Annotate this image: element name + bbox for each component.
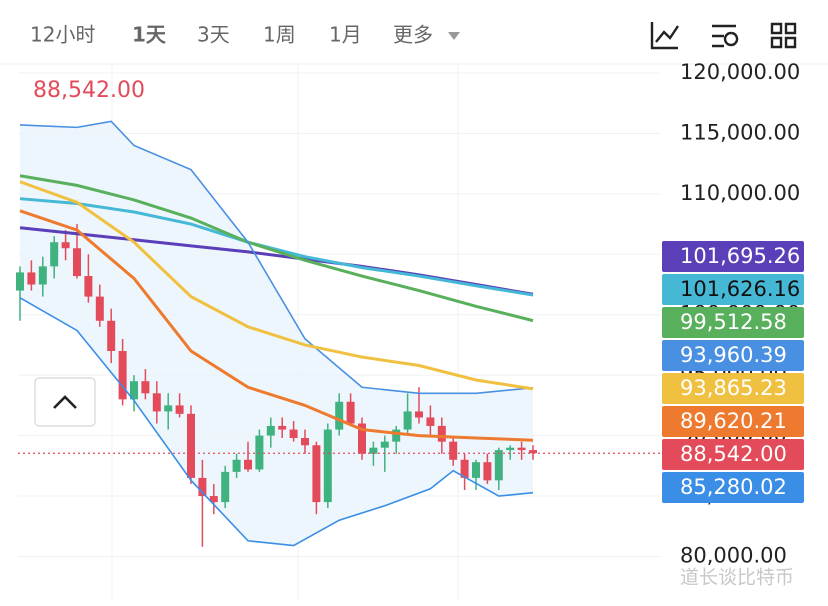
price-badge-label: 88,542.00 bbox=[680, 442, 787, 466]
price-badge bbox=[662, 472, 804, 503]
candle-body bbox=[380, 441, 389, 448]
candle-body bbox=[460, 459, 469, 478]
candle-body bbox=[175, 405, 184, 414]
tab[interactable]: 1天 bbox=[132, 23, 167, 47]
candle-body bbox=[61, 242, 70, 249]
y-tick-label: 110,000.00 bbox=[680, 181, 800, 205]
price-badge bbox=[662, 241, 804, 272]
candle-body bbox=[449, 441, 458, 460]
indicator-line bbox=[19, 209, 534, 442]
collapse-button[interactable] bbox=[34, 377, 96, 427]
candle-body bbox=[346, 401, 355, 424]
price-badge-label: 89,620.21 bbox=[680, 409, 787, 433]
indicator-line bbox=[19, 297, 534, 547]
settings-icon[interactable] bbox=[712, 24, 739, 48]
price-badge-label: 101,695.26 bbox=[680, 244, 800, 268]
candle-body bbox=[289, 429, 298, 439]
candle-body bbox=[107, 320, 116, 351]
candle-body bbox=[244, 459, 252, 470]
candle-body bbox=[152, 393, 161, 412]
y-tick-label: 115,000.00 bbox=[680, 120, 800, 144]
candle-body bbox=[50, 242, 59, 267]
indicator-line bbox=[19, 174, 534, 323]
candle-body bbox=[506, 447, 515, 451]
candle-body bbox=[278, 425, 287, 430]
candle-body bbox=[392, 429, 401, 442]
band-fill bbox=[20, 121, 533, 546]
candle-body bbox=[198, 477, 207, 497]
chevron-up bbox=[53, 395, 77, 409]
toolbar-icons bbox=[650, 22, 797, 50]
candle-body bbox=[494, 450, 503, 481]
price-badge bbox=[662, 274, 804, 305]
candle-body bbox=[415, 411, 423, 418]
tab[interactable]: 1周 bbox=[263, 23, 296, 47]
candle-body bbox=[164, 405, 173, 412]
price-badge-label: 101,626.16 bbox=[680, 277, 800, 301]
price-badge-label: 93,865.23 bbox=[680, 376, 787, 400]
price-badge bbox=[662, 340, 804, 371]
dropdown-arrow[interactable] bbox=[448, 32, 460, 40]
candle-body bbox=[335, 401, 344, 430]
price-badge-label: 85,280.02 bbox=[680, 475, 787, 499]
candle-body bbox=[437, 425, 446, 442]
candle-body bbox=[38, 266, 47, 285]
candle-body bbox=[187, 413, 195, 478]
watermark: 道长谈比特币 bbox=[680, 567, 794, 589]
candle-body bbox=[323, 429, 332, 503]
candle-body bbox=[118, 350, 127, 400]
y-tick-label: 80,000.00 bbox=[680, 543, 787, 567]
toolbar bbox=[0, 0, 828, 64]
price-badge-label: 93,960.39 bbox=[680, 343, 787, 367]
candle-body bbox=[426, 417, 435, 426]
y-tick-label: 120,000.00 bbox=[680, 60, 800, 84]
candle-body bbox=[221, 471, 230, 503]
price-badge bbox=[662, 307, 804, 338]
indicator-line bbox=[19, 197, 534, 297]
candle-body bbox=[130, 381, 138, 400]
candle-body bbox=[529, 450, 537, 454]
candle-body bbox=[312, 445, 321, 503]
price-badge bbox=[662, 439, 804, 470]
tab[interactable]: 1月 bbox=[329, 23, 362, 47]
candle-body bbox=[232, 459, 241, 472]
candle-body bbox=[301, 438, 309, 446]
tab[interactable]: 3天 bbox=[197, 23, 230, 47]
candle-body bbox=[84, 276, 93, 297]
layout-icon[interactable] bbox=[770, 22, 797, 49]
indicator-icon[interactable] bbox=[650, 22, 679, 50]
candle-body bbox=[73, 248, 81, 277]
candle-body bbox=[255, 435, 264, 470]
indicator-line bbox=[19, 180, 534, 391]
candle-body bbox=[266, 425, 275, 436]
candle-body bbox=[141, 381, 150, 394]
candle-body bbox=[369, 447, 378, 454]
price-badge bbox=[662, 373, 804, 404]
current-price-text: 88,542.00 bbox=[33, 78, 145, 103]
candle-body bbox=[209, 496, 218, 503]
candle-body bbox=[16, 272, 24, 291]
candle-body bbox=[358, 423, 366, 454]
price-badge bbox=[662, 406, 804, 437]
price-badge-label: 99,512.58 bbox=[680, 310, 787, 334]
indicator-line bbox=[19, 120, 534, 395]
candle-body bbox=[472, 462, 480, 478]
candle-body bbox=[517, 447, 526, 451]
candle-body bbox=[483, 462, 492, 481]
candle-body bbox=[403, 411, 412, 430]
tab[interactable]: 12小时 bbox=[30, 23, 95, 47]
candle-body bbox=[27, 272, 36, 285]
tab[interactable]: 更多 bbox=[393, 23, 433, 47]
candle-body bbox=[95, 296, 104, 321]
